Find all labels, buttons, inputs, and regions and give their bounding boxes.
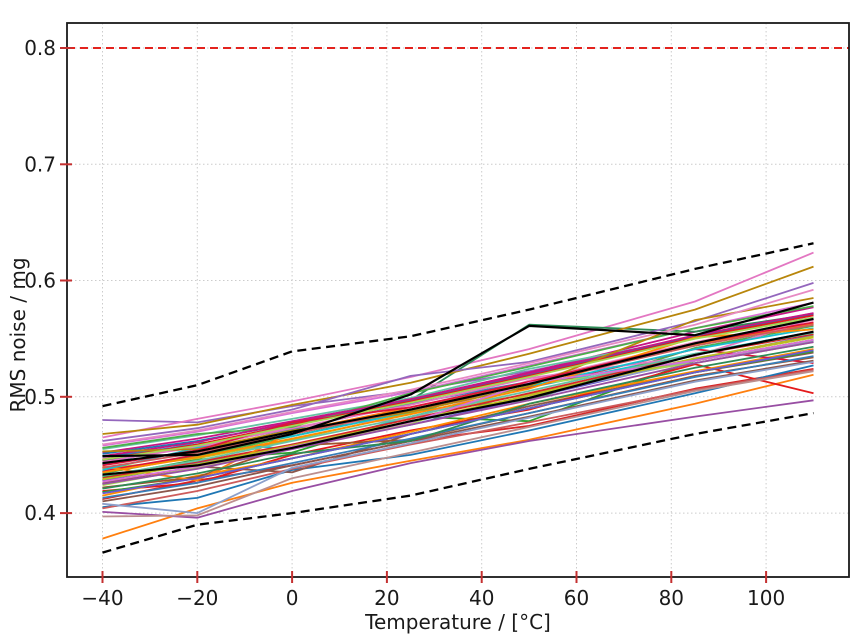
series-line [102, 373, 814, 540]
x-tick-label: 20 [374, 586, 399, 610]
y-tick-label: 0.4 [24, 501, 56, 525]
series-line [102, 297, 814, 453]
series-line [102, 318, 814, 463]
x-tick-label: −20 [176, 586, 218, 610]
x-axis-title: Temperature / [°C] [365, 610, 551, 634]
series-line [102, 316, 814, 461]
series-line [102, 265, 814, 435]
x-tick-label: 0 [286, 586, 299, 610]
y-axis-title: RMS noise / mg [6, 257, 30, 413]
plot-frame [66, 22, 850, 578]
series-line [102, 348, 814, 497]
x-tick-label: −40 [81, 586, 123, 610]
highlight-series-line [102, 317, 814, 465]
y-tick-label: 0.6 [24, 269, 56, 293]
series-line [102, 399, 814, 519]
series-line [102, 370, 814, 518]
series-line [102, 328, 814, 474]
x-tick-label: 80 [659, 586, 684, 610]
highlight-series-line [102, 330, 814, 476]
x-tick-label: 100 [747, 586, 785, 610]
series-line [102, 349, 814, 495]
series-line [102, 251, 814, 439]
series-line [102, 356, 814, 489]
y-tick-label: 0.7 [24, 152, 56, 176]
series-line [102, 361, 814, 514]
highlight-series-line [102, 301, 814, 458]
series-line [102, 345, 814, 490]
x-tick-label: 60 [564, 586, 589, 610]
series-line [102, 364, 814, 509]
series-line [102, 355, 814, 499]
series-line [102, 288, 814, 446]
series-line [102, 282, 814, 442]
series-line [102, 369, 814, 510]
y-tick-label: 0.5 [24, 385, 56, 409]
series-line [102, 341, 814, 485]
x-tick-label: 40 [469, 586, 494, 610]
series-line [102, 313, 814, 455]
y-tick-label: 0.8 [24, 36, 56, 60]
envelope-upper-line [102, 242, 814, 408]
